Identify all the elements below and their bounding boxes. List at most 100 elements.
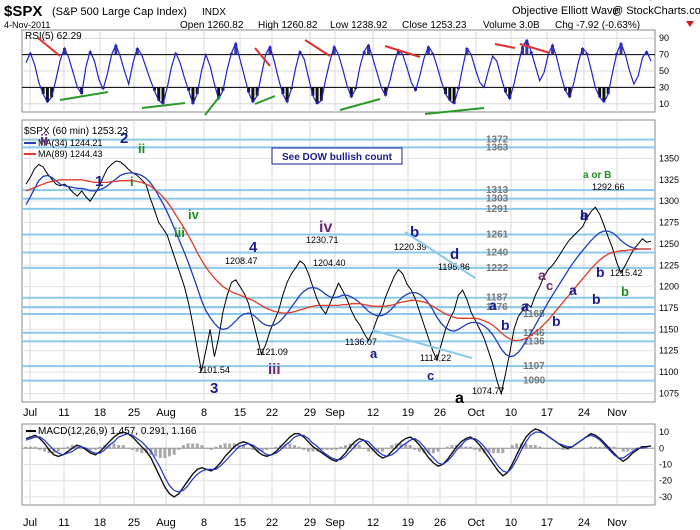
macd-histogram-bar	[390, 445, 394, 449]
wave-label: iv	[188, 207, 200, 222]
wave-label: 1	[95, 173, 103, 190]
ohlc-open: Open 1260.82	[180, 20, 244, 31]
macd-histogram-bar	[260, 448, 264, 452]
macd-histogram-bar	[612, 446, 616, 449]
macd-signal-line	[25, 431, 647, 493]
macd-histogram-bar	[209, 448, 213, 450]
macd-histogram-bar	[325, 448, 329, 450]
macd-histogram-bar	[603, 446, 607, 449]
macd-histogram-bar	[242, 445, 246, 449]
macd-histogram-bar	[311, 448, 315, 452]
macd-histogram-bar	[589, 446, 593, 449]
price-tick-label: 1175	[659, 303, 678, 313]
macd-histogram-bar	[431, 448, 435, 454]
macd-histogram-bar	[496, 448, 500, 454]
site-credit: @ StockCharts.com	[612, 5, 700, 17]
macd-histogram-bar	[117, 445, 121, 449]
ohlc-close: Close 1253.23	[402, 20, 467, 31]
macd-histogram-bar	[464, 446, 468, 449]
wave-label-major: a	[455, 390, 464, 407]
macd-histogram-bar	[330, 448, 334, 450]
wave-label: c	[427, 368, 434, 383]
macd-histogram-bar	[98, 446, 102, 449]
x-tick-label: Oct	[467, 407, 484, 419]
wave-label: b	[501, 317, 510, 333]
price-point-label: 1121.09	[256, 347, 288, 357]
macd-tick-label: -30	[659, 492, 672, 502]
macd-histogram-bar	[418, 448, 422, 452]
wave-label: a	[489, 297, 497, 313]
x-tick-label-bottom: 11	[58, 517, 69, 529]
macd-histogram-bar	[478, 448, 482, 452]
wave-label: iii	[268, 361, 281, 378]
channel-line	[371, 329, 473, 359]
wave-label: 4	[249, 239, 258, 256]
rsi-tick-label: 90	[659, 33, 669, 43]
macd-histogram-bar	[121, 445, 125, 449]
change-value: Chg -7.92 (-0.63%)	[555, 20, 640, 31]
x-tick-label-bottom: 24	[578, 517, 590, 529]
macd-histogram-bar	[297, 446, 301, 449]
wave-label: c	[546, 278, 553, 293]
x-tick-label: 24	[578, 407, 590, 419]
x-tick-label: Aug	[156, 407, 176, 419]
fib-level-label: 1090	[523, 376, 546, 387]
rsi-red-trendline	[519, 43, 551, 54]
price-tick-label: 1250	[659, 239, 679, 249]
rsi-green-trendline	[339, 98, 381, 111]
x-tick-label: 15	[234, 407, 246, 419]
wave-label: ii	[138, 141, 145, 156]
credit-text: Objective Elliott Wave	[512, 5, 619, 17]
macd-tick-label: 0	[659, 443, 664, 453]
fib-level-label: 1240	[486, 247, 509, 258]
macd-histogram-bar	[181, 445, 185, 449]
macd-tick-label: 10	[659, 427, 669, 437]
macd-histogram-bar	[214, 446, 218, 449]
macd-histogram-bar	[274, 446, 278, 449]
macd-histogram-bar	[524, 443, 528, 449]
x-tick-label: 11	[58, 407, 69, 419]
fib-level-label: 1291	[486, 204, 509, 215]
macd-histogram-bar	[408, 445, 412, 449]
macd-histogram-bar	[450, 445, 454, 449]
rsi-title: RSI(5) 62.29	[25, 31, 82, 42]
price-tick-label: 1075	[659, 388, 679, 398]
wave-label: b	[580, 207, 589, 223]
channel-line	[404, 231, 476, 279]
x-tick-label-bottom: 15	[234, 517, 246, 529]
macd-histogram-bar	[626, 448, 630, 452]
macd-histogram-bar	[533, 445, 537, 449]
x-tick-label-bottom: 29	[304, 517, 316, 529]
x-tick-label-bottom: Oct	[467, 517, 484, 529]
macd-histogram-bar	[621, 448, 625, 452]
macd-histogram-bar	[339, 446, 343, 449]
x-tick-label-bottom: Aug	[156, 517, 176, 529]
x-tick-label: Nov	[607, 407, 627, 419]
macd-histogram-bar	[89, 448, 93, 450]
fib-level-label: 1363	[486, 142, 509, 153]
x-tick-label-bottom: 8	[201, 517, 207, 529]
macd-histogram-bar	[255, 448, 259, 452]
price-tick-label: 1100	[659, 367, 678, 377]
x-tick-label-bottom: 22	[266, 517, 278, 529]
x-tick-label: 25	[128, 407, 140, 419]
macd-histogram-bar	[357, 445, 361, 449]
macd-histogram-bar	[186, 443, 190, 449]
x-tick-label-bottom: Sep	[325, 517, 345, 529]
wave-label: b	[621, 284, 629, 299]
macd-histogram-bar	[399, 443, 403, 449]
price-tick-label: 1200	[659, 282, 679, 292]
macd-histogram-bar	[473, 448, 477, 450]
wave-label: ii	[40, 132, 48, 149]
macd-histogram-bar	[135, 448, 139, 452]
macd-histogram-bar	[320, 448, 324, 450]
x-tick-label-bottom: Jul	[23, 517, 37, 529]
macd-histogram-bar	[288, 443, 292, 449]
macd-histogram-bar	[75, 445, 79, 449]
price-line	[25, 160, 652, 396]
macd-histogram-bar	[33, 446, 37, 449]
macd-histogram-bar	[306, 448, 310, 452]
price-point-label: 1101.54	[198, 365, 230, 375]
macd-histogram-bar	[413, 448, 417, 450]
